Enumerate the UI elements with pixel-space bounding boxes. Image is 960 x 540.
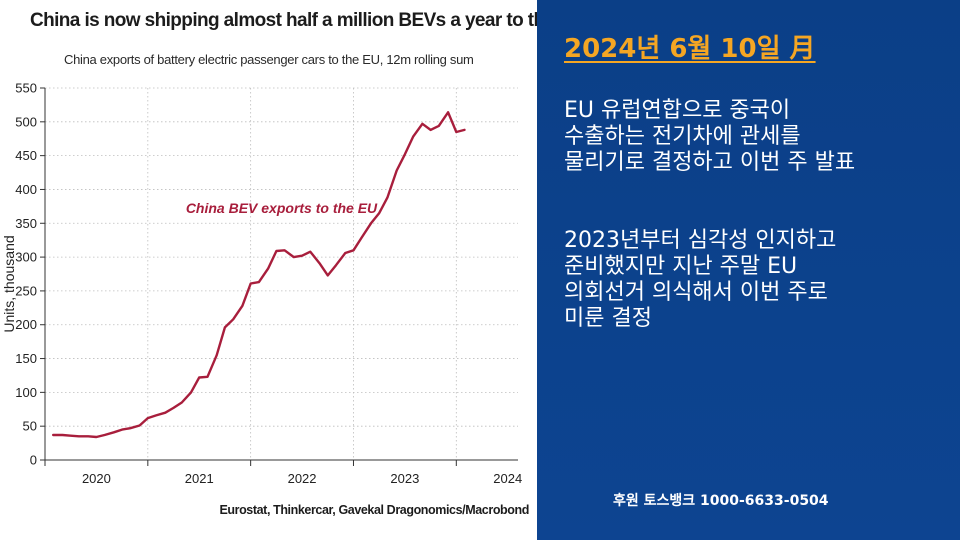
y-tick-label: 400: [15, 182, 37, 197]
chart-title: China is now shipping almost half a mill…: [30, 10, 585, 31]
y-tick-label: 200: [15, 317, 37, 332]
x-tick-label: 2020: [82, 471, 111, 486]
paragraph-2-line: 준비했지만 지난 주말 EU: [564, 254, 798, 279]
date-heading: 2024년 6월 10일 月: [564, 34, 816, 64]
x-tick-label: 2024: [493, 471, 522, 486]
x-tick-label: 2022: [288, 471, 317, 486]
x-tick-label: 2023: [390, 471, 419, 486]
chart-source: Eurostat, Thinkercar, Gavekal Dragonomic…: [219, 503, 529, 517]
commentary-panel: 2024년 6월 10일 月 EU 유럽연합으로 중국이 수출하는 전기차에 관…: [537, 0, 960, 540]
y-tick-label: 150: [15, 351, 37, 366]
y-tick-label: 350: [15, 216, 37, 231]
y-tick-label: 50: [23, 419, 37, 434]
series-line: [52, 111, 466, 439]
commentary-paragraph-1: EU 유럽연합으로 중국이 수출하는 전기차에 관세를 물리기로 결정하고 이번…: [564, 98, 855, 176]
paragraph-1-line: EU 유럽연합으로 중국이: [564, 98, 791, 123]
y-axis-label: Units, thousand: [1, 235, 17, 332]
chart-subtitle: China exports of battery electric passen…: [64, 52, 474, 67]
y-tick-label: 250: [15, 283, 37, 298]
line-chart: 0 50 100 150 200 250 300 350 400 450 500 550 2020 202…: [1, 81, 522, 487]
commentary-paragraph-2: 2023년부터 심각성 인지하고 준비했지만 지난 주말 EU 의회선거 의식해…: [564, 228, 836, 332]
paragraph-2-line: 2023년부터 심각성 인지하고: [564, 228, 837, 253]
y-tick-label: 450: [15, 148, 37, 163]
series-annotation: China BEV exports to the EU: [186, 200, 378, 216]
x-tick-label: 2021: [185, 471, 214, 486]
sponsor-info: 후원 토스뱅크 1000-6633-0504: [613, 493, 829, 509]
paragraph-2-line: 의회선거 의식해서 이번 주로: [564, 280, 828, 305]
chart-panel: 0 50 100 150 200 250 300 350 400 450 500 550 2020 202…: [1, 10, 585, 517]
paragraph-2-line: 미룬 결정: [564, 306, 652, 331]
y-tick-label: 0: [30, 453, 37, 468]
paragraph-1-line: 물리기로 결정하고 이번 주 발표: [564, 150, 856, 175]
y-tick-label: 550: [15, 81, 37, 96]
y-tick-label: 100: [15, 385, 37, 400]
y-tick-label: 500: [15, 114, 37, 129]
paragraph-1-line: 수출하는 전기차에 관세를: [564, 124, 801, 149]
y-tick-label: 300: [15, 250, 37, 265]
